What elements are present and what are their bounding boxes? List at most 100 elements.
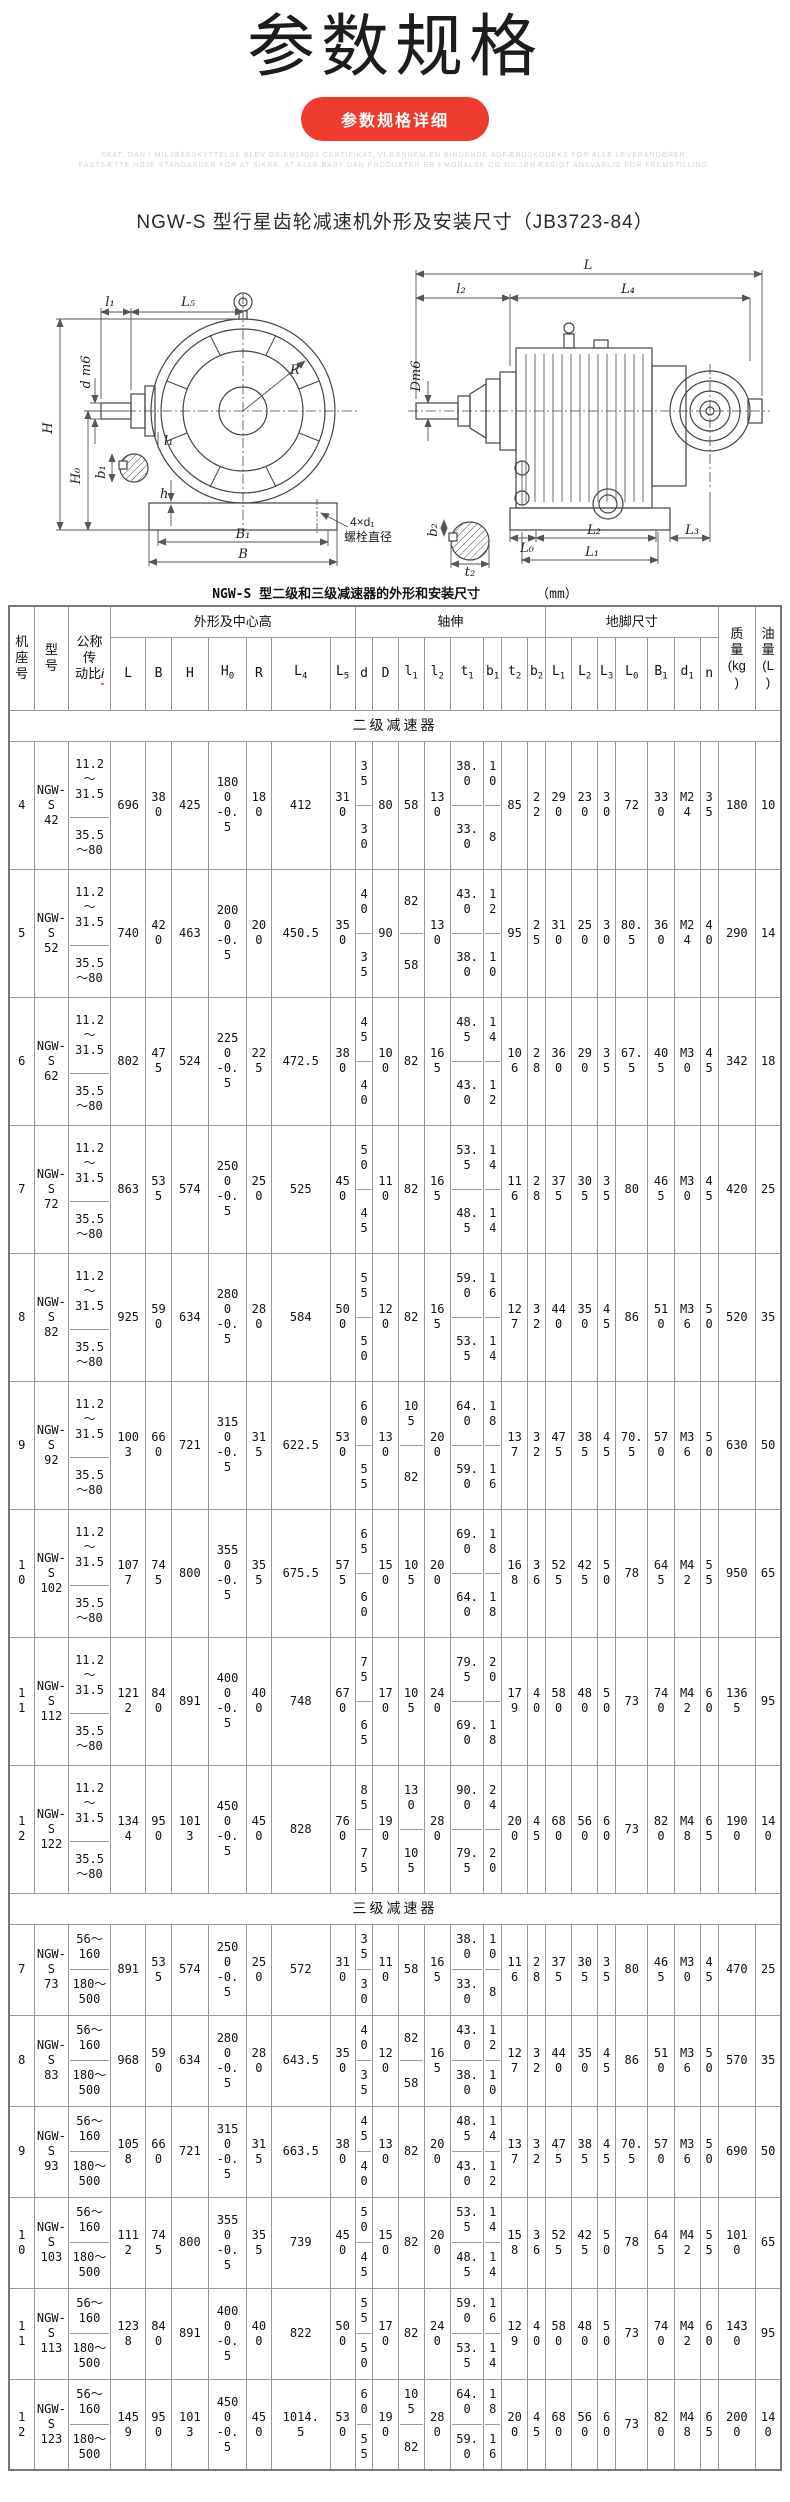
cell-dim: 572	[270, 1923, 331, 2016]
cell-dim: 82	[397, 1252, 425, 1382]
cell-dim: 891	[109, 1923, 147, 2016]
cell-dim: 3 0	[597, 868, 617, 998]
table-row: 1 1 NGW- S 112 11.2 ～ 31.5 35.5 ～80 121 2 84 …	[8, 1636, 782, 1766]
cell-dim-upper: 4 0	[356, 2016, 372, 2062]
cell-dim: 574	[170, 1923, 210, 2016]
cell-dim: 59. 0 53. 5	[449, 2287, 485, 2380]
cell-dim: 3 6	[527, 1508, 546, 1638]
cell-dim: 59 0	[145, 1252, 172, 1382]
cell-dim: 90	[372, 868, 399, 998]
cell-dim: 5 0	[597, 1636, 617, 1766]
col-header-dim: B1	[647, 636, 675, 711]
cell-ratio-split: 11.2 ～ 31.5 35.5 ～80	[70, 1638, 109, 1764]
cell-dim-upper: 43. 0	[451, 2016, 483, 2062]
cell-dim: 82	[397, 1124, 425, 1254]
cell-model: NGW- S 73	[33, 1923, 70, 2016]
cell-dim: 28 0	[423, 1764, 451, 1894]
cell-mass: 520	[717, 1252, 757, 1382]
cell-dim-split: 5 0 4 5	[356, 1126, 372, 1252]
cell-dim: 38 5	[571, 2105, 599, 2198]
cell-model: NGW- S 83	[33, 2014, 70, 2107]
cell-dim-lower: 1 8	[489, 1718, 497, 1748]
col-header-dim: l2	[423, 636, 451, 711]
cell-ratio: 56～ 160 180～ 500	[68, 2378, 111, 2471]
cell-dim: 53. 5 48. 5	[449, 1124, 485, 1254]
cell-dim: 67. 5	[615, 996, 649, 1126]
cell-dim: 35 0	[329, 2014, 356, 2107]
col-header-dim: t1	[449, 636, 485, 711]
cell-dim: 2 0 1 8	[483, 1636, 503, 1766]
table-row: 1 2 NGW- S 122 11.2 ～ 31.5 35.5 ～80 134 4 95 …	[8, 1764, 782, 1894]
cell-dim: 574	[170, 1124, 210, 1254]
cell-dim-lower: 3 5	[360, 950, 368, 980]
cell-dim: 31 0	[544, 868, 573, 998]
cell-dim: 66 0	[145, 1380, 172, 1510]
subscript: 2	[537, 671, 544, 682]
cell-dim: 35 5	[245, 2196, 272, 2289]
cell-dim: 5 0	[699, 1252, 719, 1382]
dim-label-l1: l₁	[105, 295, 114, 310]
table-row: 9 NGW- S 92 11.2 ～ 31.5 35.5 ～80 100 3 66 0 72…	[8, 1380, 782, 1510]
cell-dim-split: 1 6 1 4	[485, 1254, 501, 1380]
cell-dim-lower: 3 0	[360, 1977, 368, 2007]
cell-dim-lower: 4 5	[360, 2250, 368, 2280]
cell-dim: 46 5	[647, 1124, 675, 1254]
cell-dim: 15 0	[372, 1508, 399, 1638]
col-group-header: 外形及中心高	[109, 605, 356, 638]
cell-dim: 84 0	[145, 2287, 172, 2380]
cell-dim: 4 5	[699, 1923, 719, 2016]
cell-ratio: 11.2 ～ 31.5 35.5 ～80	[68, 1252, 111, 1382]
dim-label-l2: l₂	[456, 282, 465, 297]
cell-dim: 82	[397, 2196, 425, 2289]
cell-dim: 42 5	[571, 2196, 599, 2289]
cell-dim: 721	[170, 2105, 210, 2198]
cell-dim: 101 3	[170, 2378, 210, 2471]
cell-ratio-upper: 56～ 160	[70, 2380, 109, 2426]
cell-dim: 79. 5 69. 0	[449, 1636, 485, 1766]
cell-dim: 36 0	[544, 996, 573, 1126]
cell-dim: 67 0	[329, 1636, 356, 1766]
cell-mass: 690	[717, 2105, 757, 2198]
cell-dim: 5 0	[699, 1380, 719, 1510]
cell-dim-upper: 13 0	[399, 1766, 423, 1830]
cell-dim: 6 5	[699, 1764, 719, 1894]
cell-dim: 73	[615, 1764, 649, 1894]
cell-dim: 3 2	[527, 1380, 546, 1510]
cell-dim: M3 6	[673, 1252, 701, 1382]
side-view-dimensions	[415, 269, 763, 568]
cell-dim: 48 0	[571, 2287, 599, 2380]
spec-detail-button[interactable]: 参数规格详细	[300, 96, 489, 141]
cell-dim-lower: 48. 5	[456, 1206, 478, 1236]
cell-dim-lower: 82	[403, 1469, 419, 1484]
cell-ratio: 11.2 ～ 31.5 35.5 ～80	[68, 996, 111, 1126]
cell-ratio-lower: 35.5 ～80	[75, 1340, 104, 1370]
cell-dim: 29 0	[571, 996, 599, 1126]
col-group-header: 轴伸	[354, 605, 547, 638]
cell-dim: 22 5	[245, 996, 272, 1126]
table-row: 8 NGW- S 82 11.2 ～ 31.5 35.5 ～80 925 59 0 634 2…	[8, 1252, 782, 1382]
cell-dim-lower: 10 5	[403, 1846, 419, 1876]
cell-dim-lower: 1 6	[489, 2432, 497, 2462]
table-row: 8 NGW- S 83 56～ 160 180～ 500 968 59 0 634 280 0…	[8, 2014, 782, 2107]
cell-dim: 53 5	[145, 1923, 172, 2016]
cell-ratio-lower: 180～ 500	[72, 2250, 107, 2280]
cell-dim: 675.5	[270, 1508, 331, 1638]
cell-dim: 68 0	[544, 2378, 573, 2471]
cell-dim: 5 5	[699, 1508, 719, 1638]
cell-dim: 891	[170, 2287, 210, 2380]
cell-dim: M4 8	[673, 2378, 701, 2471]
cell-dim: 111 2	[109, 2196, 147, 2289]
cell-dim: 4 5	[527, 1764, 546, 1894]
col-header-dim: L4	[270, 636, 331, 711]
cell-dim-upper: 48. 5	[451, 2107, 483, 2153]
cell-dim: 121 2	[109, 1636, 147, 1766]
cell-dim-lower: 43. 0	[456, 1078, 478, 1108]
col-header-dim: D	[372, 636, 399, 711]
cell-dim-upper: 1 6	[485, 2289, 501, 2335]
